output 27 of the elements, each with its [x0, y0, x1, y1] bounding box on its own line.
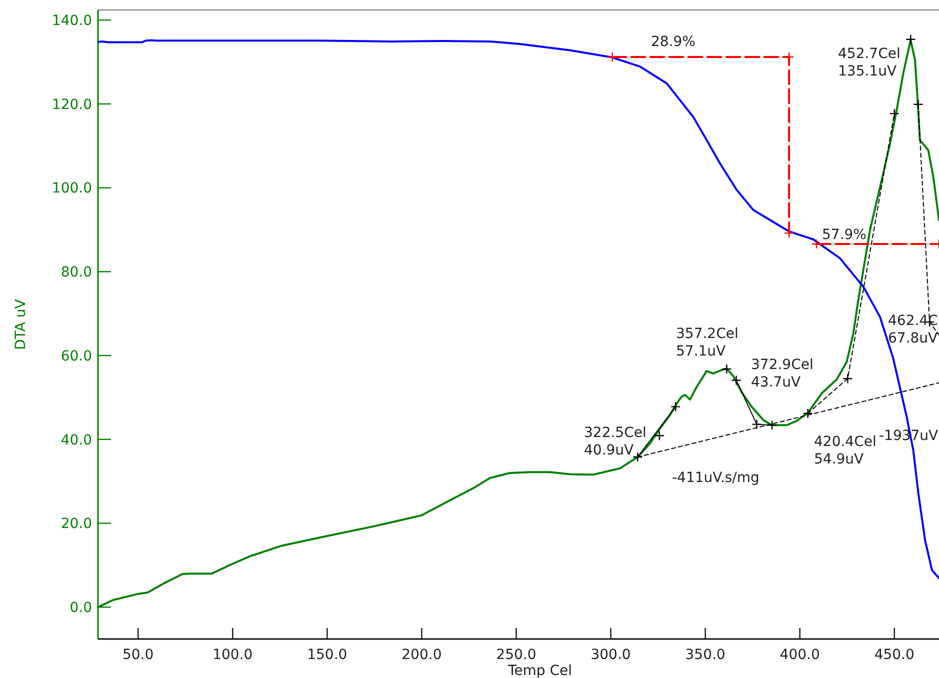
- y-tick-label: 140.0: [52, 12, 92, 29]
- y-tick-label: 60.0: [60, 348, 92, 364]
- x-tick-label: 200.0: [402, 646, 442, 663]
- y-axis-title: DTA uV: [13, 298, 29, 350]
- annotation: 57.9%: [822, 227, 866, 243]
- annotation: 452.7Cel 135.1uV: [838, 46, 900, 80]
- x-tick-label: 300.0: [590, 646, 631, 663]
- annotation: 357.2Cel 57.1uV: [676, 326, 738, 360]
- x-tick-label: 450.0: [874, 646, 914, 663]
- annotation: 372.9Cel 43.7uV: [751, 357, 814, 390]
- annotation: 322.5Cel 40.9uV: [584, 425, 646, 458]
- annotation: 420.4Cel 54.9uV: [814, 434, 876, 468]
- x-tick-label: 100.0: [212, 646, 253, 663]
- y-tick-label: 120.0: [52, 96, 92, 113]
- annotation: -411uV.s/mg: [672, 470, 760, 486]
- y-tick-label: 40.0: [60, 432, 92, 448]
- x-tick-label: 400.0: [780, 646, 820, 663]
- x-tick-label: 350.0: [685, 646, 726, 663]
- y-tick-label: 0.0: [70, 600, 92, 616]
- y-tick-label: 80.0: [60, 264, 92, 281]
- x-tick-label: 50.0: [122, 646, 154, 663]
- x-tick-label: 250.0: [496, 646, 536, 663]
- x-tick-label: 150.0: [307, 646, 348, 663]
- annotation: 28.9%: [651, 34, 696, 50]
- y-tick-label: 20.0: [60, 516, 92, 532]
- y-tick-label: 100.0: [52, 180, 92, 197]
- x-axis-title: Temp Cel: [506, 663, 572, 678]
